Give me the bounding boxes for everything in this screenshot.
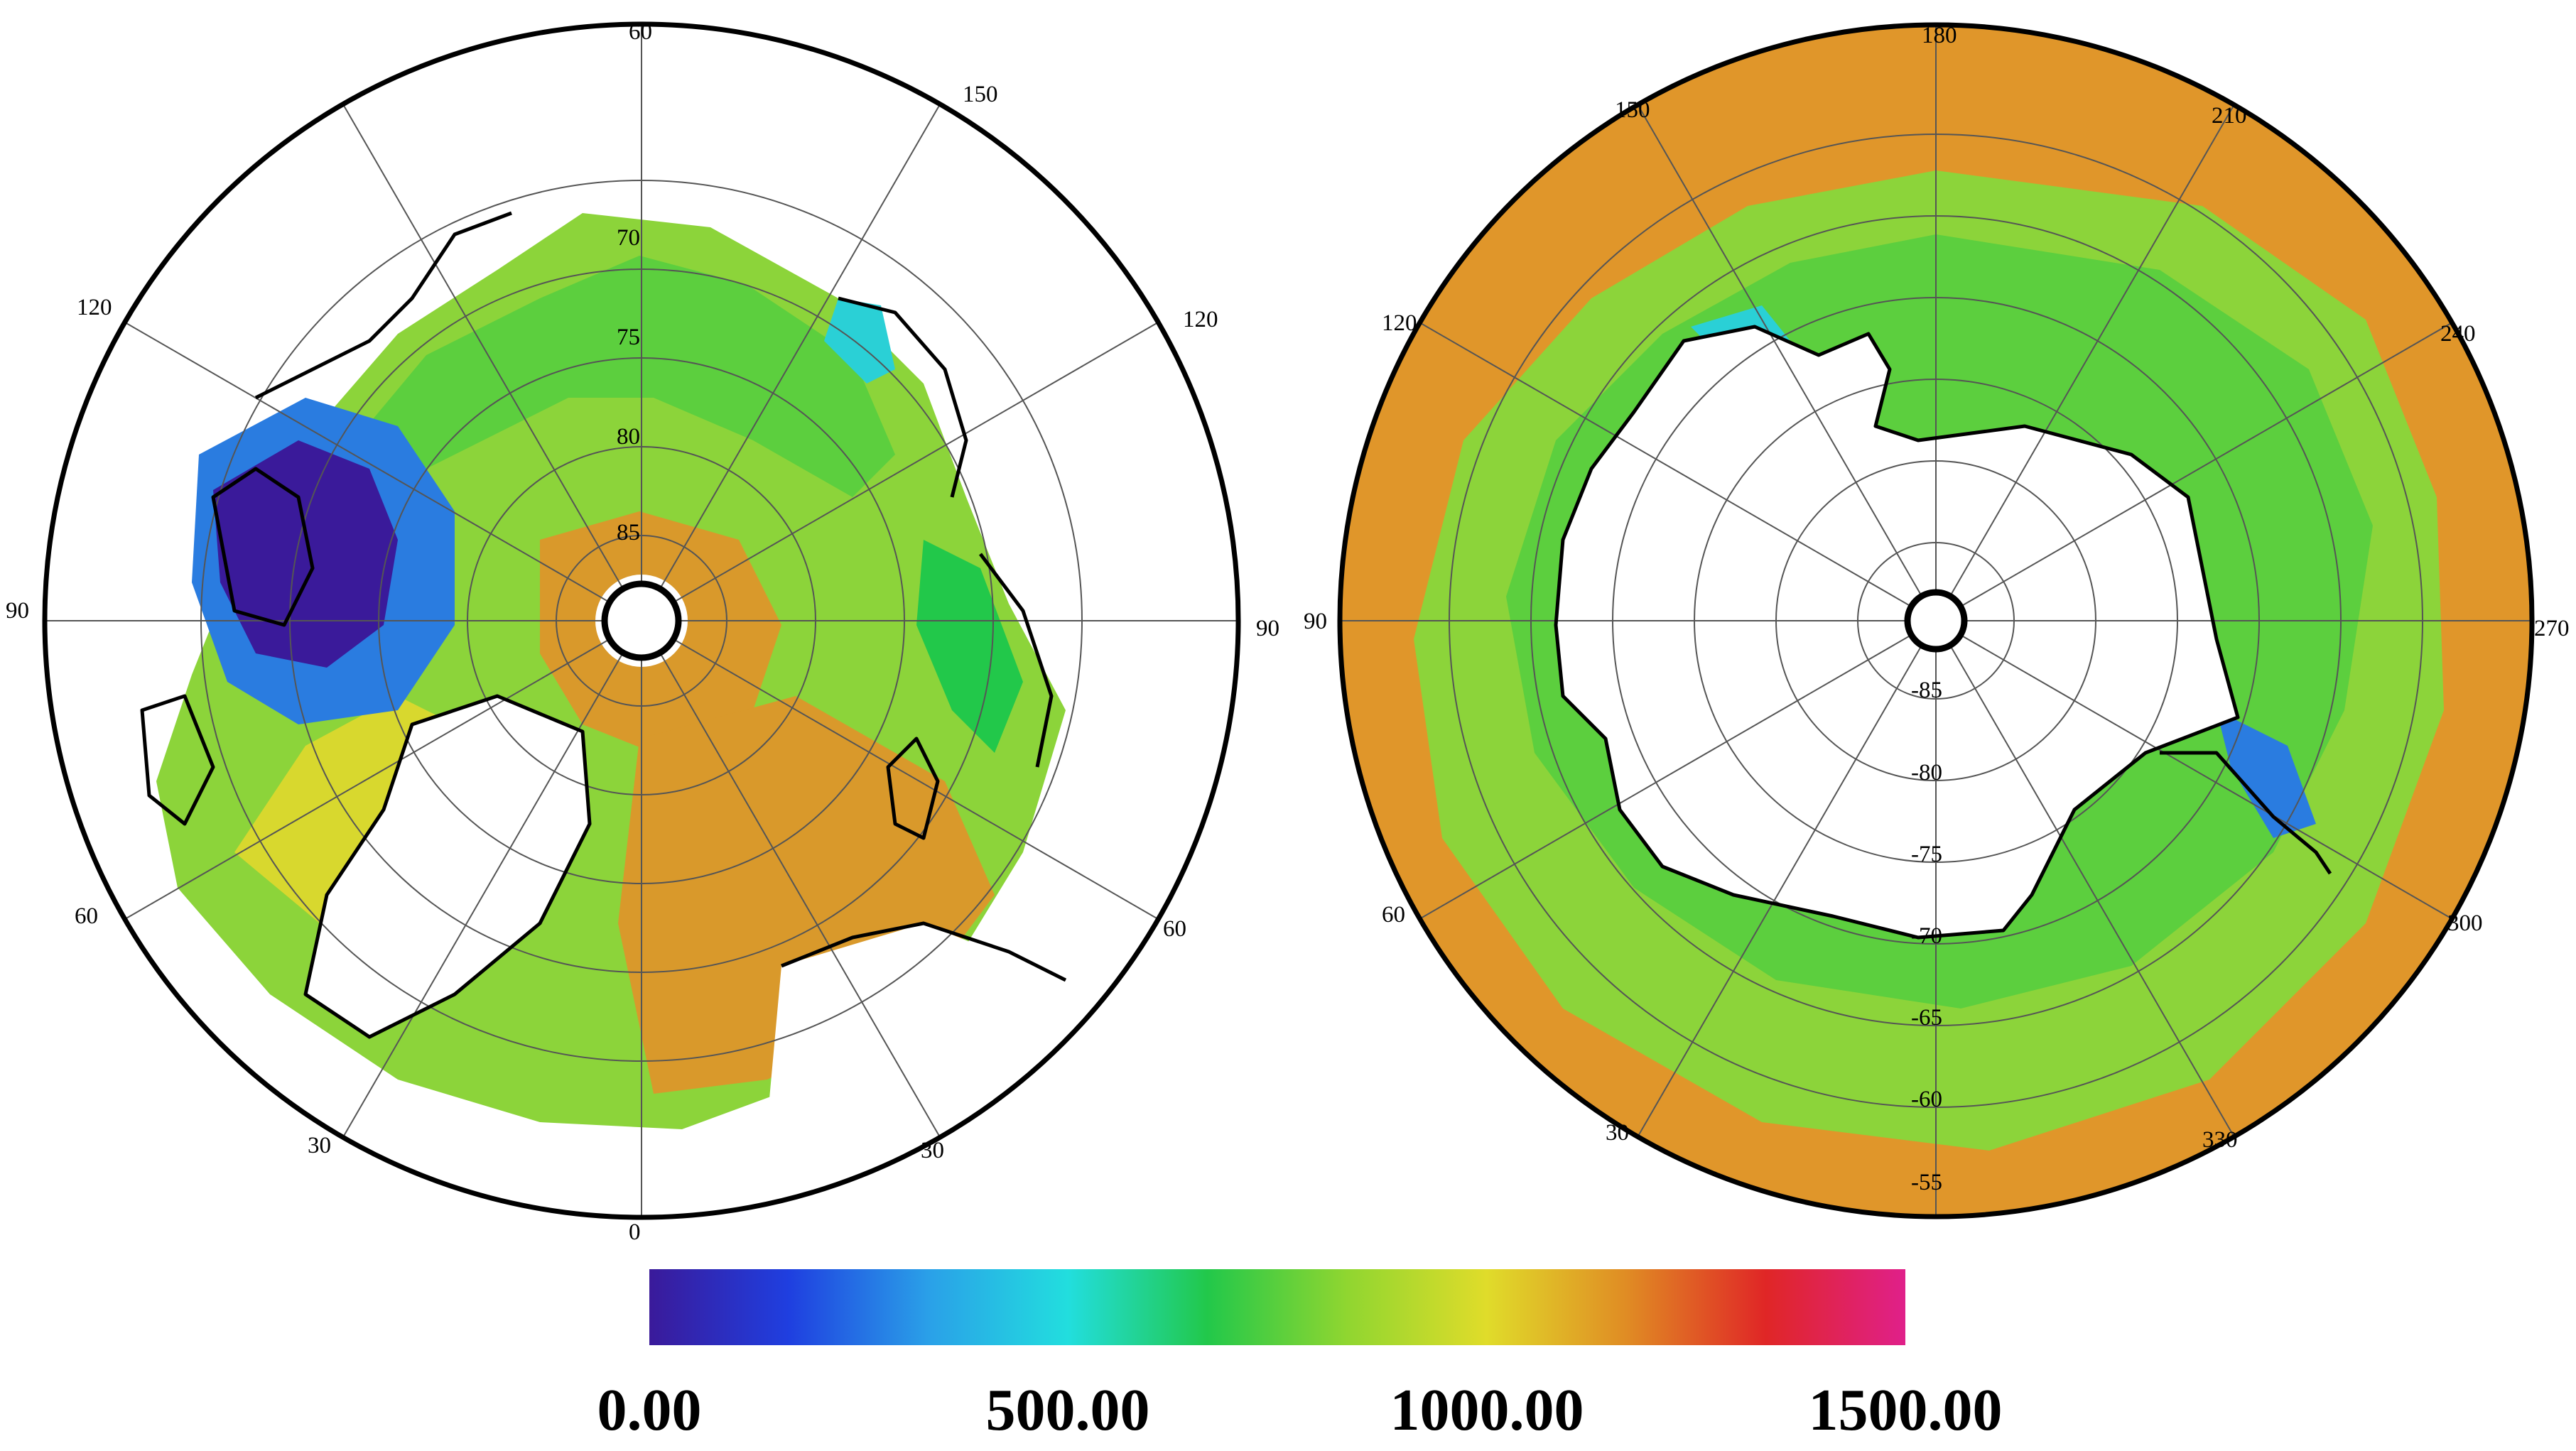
north-lon-label: 120 [1183,307,1218,332]
south-lon-label: 30 [1606,1120,1629,1146]
south-longitude-labels: 180 150 210 120 240 90 270 60 300 30 330 [1304,23,2570,1153]
south-lon-label: 90 [1304,609,1327,634]
south-lat-label: -70 [1911,923,1942,949]
north-lon-label: 120 [77,295,112,320]
north-longitude-labels: 60 150 120 120 90 90 60 60 30 30 0 [6,19,1279,1245]
south-lon-label: 180 [1922,23,1957,48]
colorbar-tick-label: 500.00 [985,1377,1150,1443]
south-lon-label: 330 [2202,1127,2238,1153]
colorbar-tick-label: 1500.00 [1808,1377,2003,1443]
north-latitude-labels: 70 75 80 85 [617,225,640,545]
north-lon-label: 150 [963,82,998,107]
north-lon-label: 0 [629,1219,641,1245]
north-lon-label: 60 [629,19,652,45]
north-lat-label: 70 [617,225,640,251]
south-coastline [1554,325,2240,940]
colorbar-tick-label: 0.00 [597,1377,702,1443]
south-latitude-labels: -85 -80 -75 -70 -65 -60 -55 [1911,678,1942,1195]
south-lat-label: -80 [1911,760,1942,786]
north-polar-map: 60 150 120 120 90 90 60 60 30 30 0 70 75… [6,19,1279,1245]
south-lon-label: 150 [1615,97,1650,123]
north-coastlines [140,211,1067,1039]
north-lon-label: 60 [75,903,98,929]
north-lon-label: 30 [921,1138,944,1163]
north-lon-label: 90 [1256,616,1279,641]
south-lat-label: -60 [1911,1087,1942,1112]
south-lon-label: 60 [1382,902,1405,928]
colorbar [649,1269,1905,1345]
north-lat-label: 80 [617,424,640,450]
north-lat-label: 75 [617,325,640,350]
south-lon-label: 270 [2534,616,2570,641]
south-lat-label: -85 [1911,678,1942,703]
south-lon-label: 120 [1382,310,1417,336]
south-lon-label: 210 [2212,103,2247,129]
north-lat-label: 85 [617,520,640,545]
south-lat-label: -75 [1911,842,1942,867]
north-lon-label: 90 [6,598,29,624]
south-lat-label: -55 [1911,1170,1942,1195]
north-lon-label: 60 [1163,916,1186,942]
south-lon-label: 300 [2447,911,2483,936]
south-lat-label: -65 [1911,1005,1942,1031]
north-lon-label: 30 [308,1133,331,1158]
colorbar-tick-label: 1000.00 [1390,1377,1584,1443]
south-polar-map: 180 150 210 120 240 90 270 60 300 30 330… [1304,22,2570,1219]
south-lon-label: 240 [2440,321,2476,347]
